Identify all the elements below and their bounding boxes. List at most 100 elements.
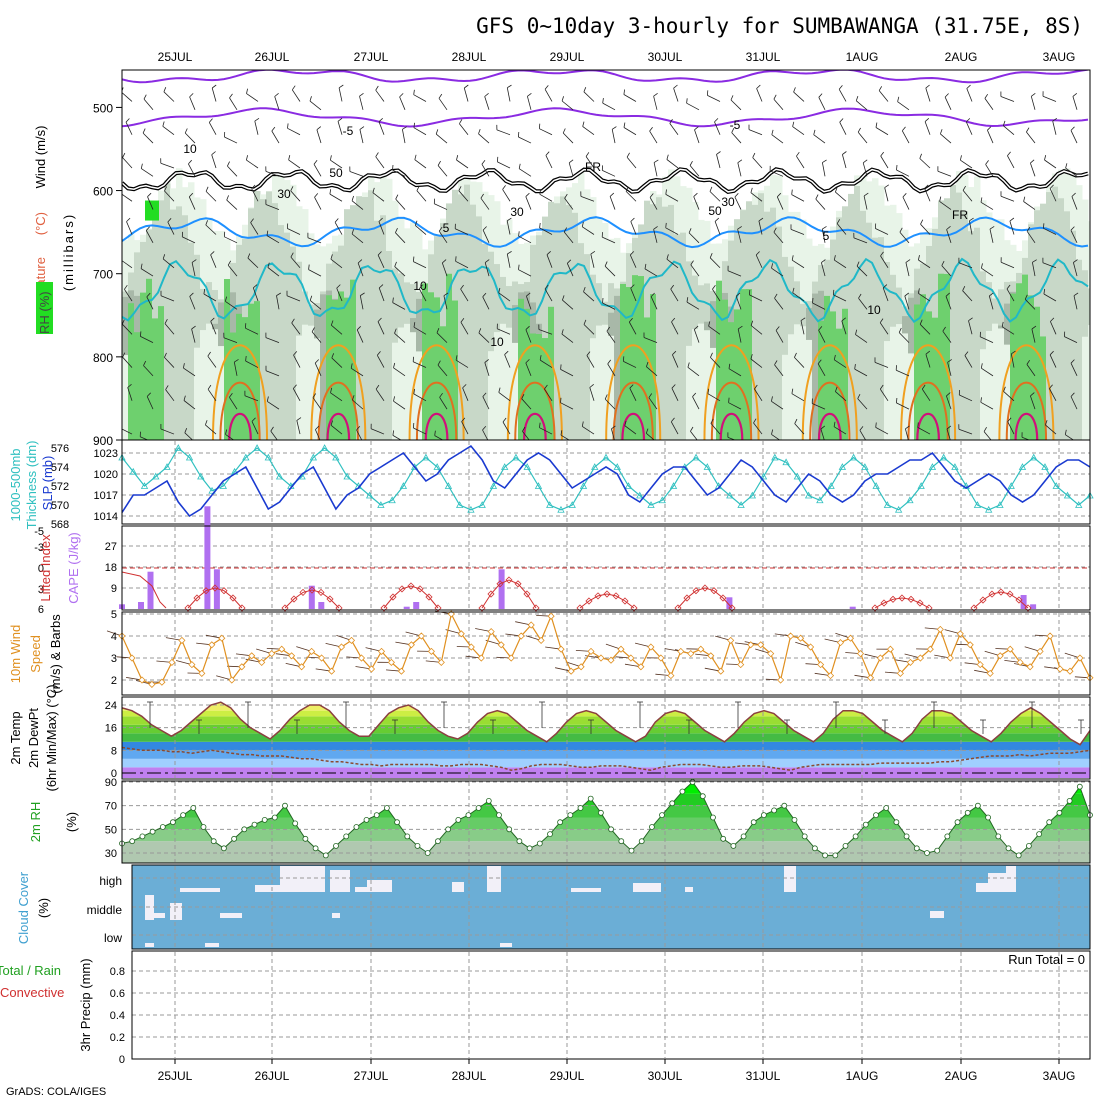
wind-barb-flag (525, 192, 530, 197)
rh-shade-mid (782, 256, 789, 440)
wind10-point (547, 612, 555, 620)
rh-shade-green (344, 297, 351, 440)
wind-barb (965, 121, 973, 135)
wind-barb (375, 388, 385, 402)
rh-shade-core (122, 355, 129, 440)
wind-barb-flag (372, 187, 375, 193)
wind10-point (637, 663, 645, 671)
wind-barb (1026, 131, 1036, 144)
rh-point (220, 845, 227, 852)
wind-barb (372, 192, 385, 202)
rh-point (577, 805, 584, 811)
wind-barb-flag (437, 360, 441, 366)
wind-barb (290, 256, 301, 269)
wind-barb-flag (898, 327, 902, 333)
slp-tick-label: 1023 (94, 448, 118, 460)
wind-barb (143, 365, 154, 377)
wind10-point (268, 650, 276, 658)
wind10-point (347, 636, 356, 644)
wind-barb (980, 336, 994, 343)
thickness-point (501, 463, 509, 470)
wind-barb-flag (921, 384, 926, 390)
lifted-index-line (121, 571, 167, 609)
wind-barb (246, 93, 259, 102)
wind-barb-flag (730, 95, 734, 101)
wind-barb (755, 254, 763, 268)
rh-shade-green (434, 297, 441, 440)
wind-barb-flag (122, 152, 126, 158)
wind-barb (224, 236, 238, 244)
wind-barb (983, 431, 992, 440)
wind-barb-flag (583, 286, 586, 292)
thickness-point (320, 444, 329, 451)
rh-point (934, 847, 941, 854)
wind-barb (643, 337, 658, 343)
wind-barb (728, 368, 742, 377)
wind-barb (709, 257, 721, 269)
wind-barb (415, 225, 427, 235)
wind-barb-flag (771, 396, 773, 402)
wind-barb-flag (925, 350, 931, 355)
wind-barb-flag (359, 92, 364, 97)
rh-shade-mid (758, 193, 765, 440)
wind-barb (413, 361, 427, 368)
wind-barb-flag (947, 359, 952, 363)
cloud-gap (255, 885, 280, 892)
wind-barb-flag (122, 319, 125, 325)
wind-barb-flag (539, 355, 542, 361)
wind-barb (436, 332, 448, 343)
precip-frame (131, 950, 1091, 1060)
wind-barb (497, 161, 511, 169)
wind-barb (526, 295, 532, 310)
wind-barb (989, 229, 994, 243)
wind-barb-flag (351, 195, 354, 201)
wind10-point (926, 645, 934, 653)
wind-barb-flag (183, 395, 186, 401)
bottom-date-29jul: 29JUL (550, 1069, 585, 1083)
wind-barb (583, 324, 595, 335)
wind-barb-flag (518, 264, 520, 270)
rh-shade-mid (866, 222, 873, 440)
rh-shade-green (944, 273, 951, 440)
wind-barb (1043, 227, 1057, 235)
wind10-point (627, 654, 635, 662)
rh-shade-green (1040, 336, 1047, 440)
wind10-point (168, 658, 176, 666)
wind-barb (203, 293, 217, 302)
bottom-date-26jul: 26JUL (255, 1069, 290, 1083)
cape-bar (318, 602, 325, 609)
wind-barb (160, 295, 175, 302)
wind10-point (966, 641, 974, 649)
wind-barb (1003, 391, 1015, 402)
wind-barb (439, 397, 448, 410)
wind-barb-flag (560, 430, 563, 436)
wind-barb (712, 288, 721, 302)
wind-barb (666, 159, 679, 169)
wind-barb (498, 392, 511, 402)
wind-barb-flag (918, 255, 920, 261)
wind-barb-flag (146, 392, 151, 397)
wind-barb (482, 396, 490, 410)
bottom-date-2aug: 2AUG (945, 1069, 978, 1083)
wind10-point (1056, 665, 1064, 673)
wind-barb-flag (435, 129, 439, 135)
wind-barb (980, 201, 994, 210)
isotherm-25 (326, 412, 351, 440)
wind-barb (525, 196, 532, 210)
wind-barb-flag (1070, 226, 1075, 231)
wind-barb (1000, 96, 1015, 102)
wind-barb-flag (833, 354, 836, 360)
wind-barb (792, 126, 805, 136)
wind-barb-flag (1026, 127, 1030, 133)
wind-barb (270, 430, 278, 440)
footer-credit: GrADS: COLA/IGES (6, 1086, 106, 1098)
lifted-index-point (907, 595, 915, 603)
rh-shade-green (518, 298, 525, 440)
isotherm-20 (514, 381, 556, 440)
thickness-point (467, 505, 475, 513)
wind10-point (886, 645, 894, 653)
wind10-point (318, 654, 326, 662)
wind-barb (331, 324, 343, 335)
rh-band (122, 817, 1090, 830)
rh-shade-mid (272, 203, 279, 440)
